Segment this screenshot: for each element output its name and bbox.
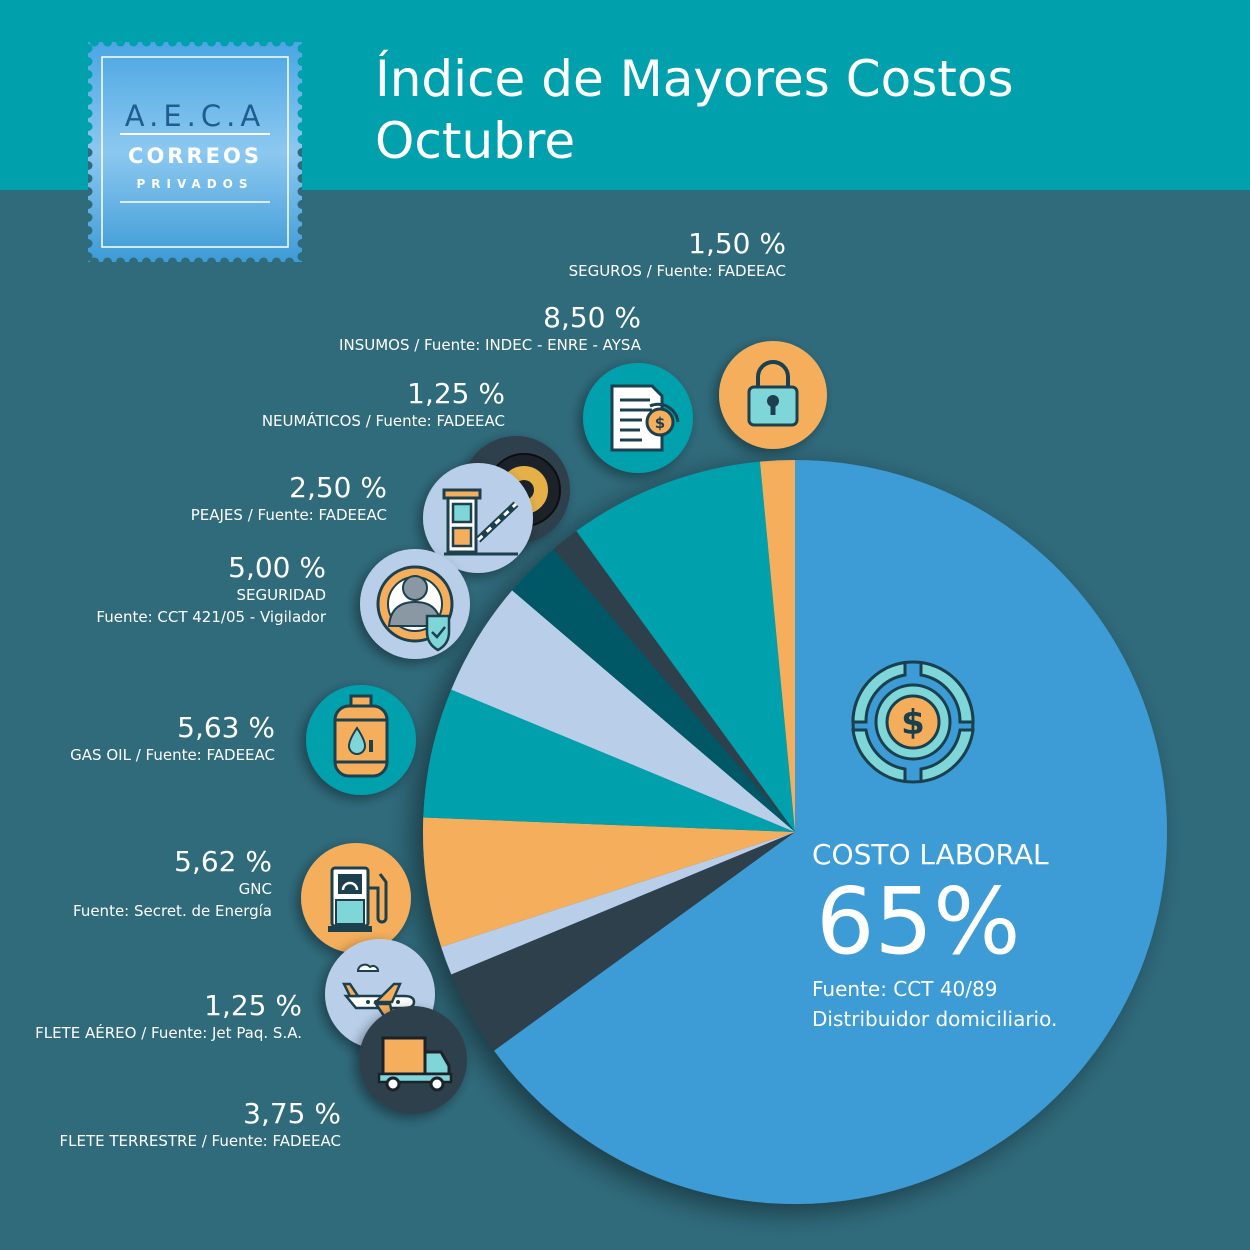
label-seguridad: 5,00 % SEGURIDAD Fuente: CCT 421/05 - Vi… <box>96 552 326 628</box>
page-title: Índice de Mayores Costos Octubre <box>375 48 1014 172</box>
label-neumaticos-source: NEUMÁTICOS / Fuente: FADEEAC <box>261 412 505 430</box>
main-slice-source-1: Fuente: CCT 40/89 <box>812 977 998 1001</box>
padlock-icon <box>719 341 827 449</box>
pie-slice-peajes <box>512 549 795 832</box>
main-slice-name: COSTO LABORAL <box>812 838 1049 871</box>
title-line-2: Octubre <box>375 112 576 170</box>
label-gnc: 5,62 % GNC Fuente: Secret. de Energía <box>73 846 272 922</box>
pie-slice-neum-ticos <box>553 531 795 832</box>
label-seguros-source: SEGUROS / Fuente: FADEEAC <box>568 262 786 280</box>
security-guard-icon <box>360 549 470 659</box>
invoice-icon: $ <box>583 363 693 473</box>
label-peajes-source: PEAJES / Fuente: FADEEAC <box>190 506 387 524</box>
logo-letters: A.E.C.A <box>125 99 265 133</box>
pie-slice-flete-terrestre <box>451 832 795 1051</box>
gas-cylinder-icon <box>306 685 416 795</box>
pie-slice-seguros <box>759 460 795 832</box>
label-gnc-source: GNC <box>238 880 272 898</box>
label-seguridad-value: 5,00 % <box>228 551 326 584</box>
label-seguridad-source: SEGURIDAD <box>236 586 326 604</box>
label-flete-terrestre-value: 3,75 % <box>243 1097 341 1130</box>
label-gasoil-source: GAS OIL / Fuente: FADEEAC <box>70 746 275 764</box>
dollar-coin-icon: $ <box>851 660 975 784</box>
label-flete-terrestre: 3,75 % FLETE TERRESTRE / Fuente: FADEEAC <box>60 1098 341 1152</box>
main-slice-label: COSTO LABORAL 65% Fuente: CCT 40/89 Dist… <box>812 838 1057 1034</box>
label-insumos-source: INSUMOS / Fuente: INDEC - ENRE - AYSA <box>339 336 641 354</box>
label-flete-terrestre-source: FLETE TERRESTRE / Fuente: FADEEAC <box>59 1132 341 1150</box>
main-slice-value: 65% <box>816 868 1021 975</box>
pie-slice-gnc <box>422 817 795 947</box>
label-seguros: 1,50 % SEGUROS / Fuente: FADEEAC <box>569 228 786 282</box>
toll-booth-icon <box>423 463 533 573</box>
label-flete-aereo: 1,25 % FLETE AÉREO / Fuente: Jet Paq. S.… <box>35 990 302 1044</box>
svg-text:$: $ <box>901 703 925 743</box>
gas-pump-icon <box>301 843 411 953</box>
svg-text:$: $ <box>655 414 665 432</box>
label-insumos: 8,50 % INSUMOS / Fuente: INDEC - ENRE - … <box>339 302 641 356</box>
label-peajes-value: 2,50 % <box>289 471 387 504</box>
label-seguridad-source-2: Fuente: CCT 421/05 - Vigilador <box>96 608 326 626</box>
label-gnc-value: 5,62 % <box>174 845 272 878</box>
aeca-logo: A.E.C.A CORREOS PRIVADOS <box>88 42 302 262</box>
main-slice-source-2: Distribuidor domiciliario. <box>812 1007 1058 1031</box>
main-slice-source: Fuente: CCT 40/89 Distribuidor domicilia… <box>812 974 1057 1034</box>
label-gasoil: 5,63 % GAS OIL / Fuente: FADEEAC <box>70 712 275 766</box>
logo-line-2: PRIVADOS <box>136 177 253 191</box>
truck-icon <box>359 1006 467 1114</box>
label-peajes: 2,50 % PEAJES / Fuente: FADEEAC <box>191 472 387 526</box>
label-flete-aereo-value: 1,25 % <box>204 989 302 1022</box>
pie-slice-gas-oil <box>423 689 795 832</box>
label-neumaticos-value: 1,25 % <box>407 377 505 410</box>
label-gasoil-value: 5,63 % <box>177 711 275 744</box>
label-neumaticos: 1,25 % NEUMÁTICOS / Fuente: FADEEAC <box>262 378 505 432</box>
label-flete-aereo-source: FLETE AÉREO / Fuente: Jet Paq. S.A. <box>35 1024 302 1042</box>
pie-slice-flete-a-reo <box>441 832 795 975</box>
pie-slice-insumos <box>576 461 795 832</box>
pie-slice-seguridad <box>451 590 795 832</box>
label-seguros-value: 1,50 % <box>688 227 786 260</box>
logo-line-1: CORREOS <box>128 144 262 168</box>
title-line-1: Índice de Mayores Costos <box>375 50 1014 108</box>
label-insumos-value: 8,50 % <box>543 301 641 334</box>
pie-slice-costo-laboral <box>494 460 1168 1204</box>
label-gnc-source-2: Fuente: Secret. de Energía <box>73 902 272 920</box>
